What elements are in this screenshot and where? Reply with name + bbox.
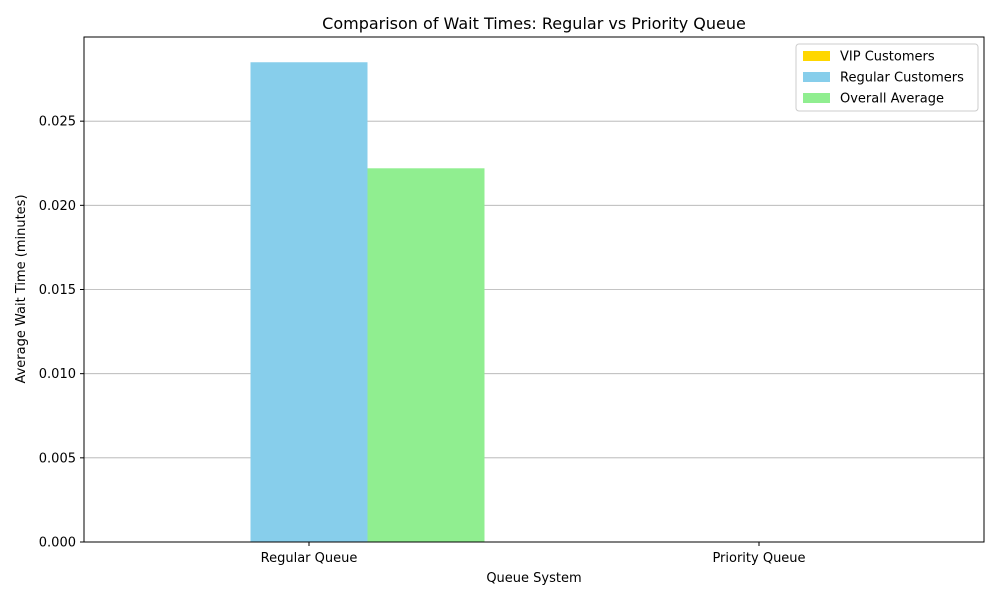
x-tick-label: Regular Queue [261,551,358,566]
y-tick-label: 0.005 [39,451,76,466]
bars [250,62,485,543]
legend-box [795,43,979,112]
y-tick-label: 0.010 [39,367,76,382]
x-tick-label: Priority Queue [712,551,805,566]
y-tick-label: 0.015 [39,283,76,298]
x-ticks: Regular Queue Priority Queue [261,542,806,566]
legend-label: VIP Customers [840,50,935,65]
x-axis-label: Queue System [486,571,581,586]
chart-title: Comparison of Wait Times: Regular vs Pri… [322,14,746,33]
legend-swatch [803,72,830,82]
bar-regular-customers [250,62,368,542]
legend-swatch [803,51,830,61]
grid-lines [84,120,984,459]
legend-label: Regular Customers [840,71,964,86]
legend-swatch [803,93,830,103]
legend-label: Overall Average [840,92,944,107]
y-tick-label: 0.020 [39,199,76,214]
y-ticks: 0.000 0.005 0.010 0.015 0.020 0.025 [39,115,84,551]
y-tick-label: 0.000 [39,536,76,551]
bar-overall-average [367,168,485,543]
y-axis-label: Average Wait Time (minutes) [14,194,29,383]
legend: VIP Customers Regular Customers Overall Av… [795,43,979,112]
y-tick-label: 0.025 [39,115,76,130]
